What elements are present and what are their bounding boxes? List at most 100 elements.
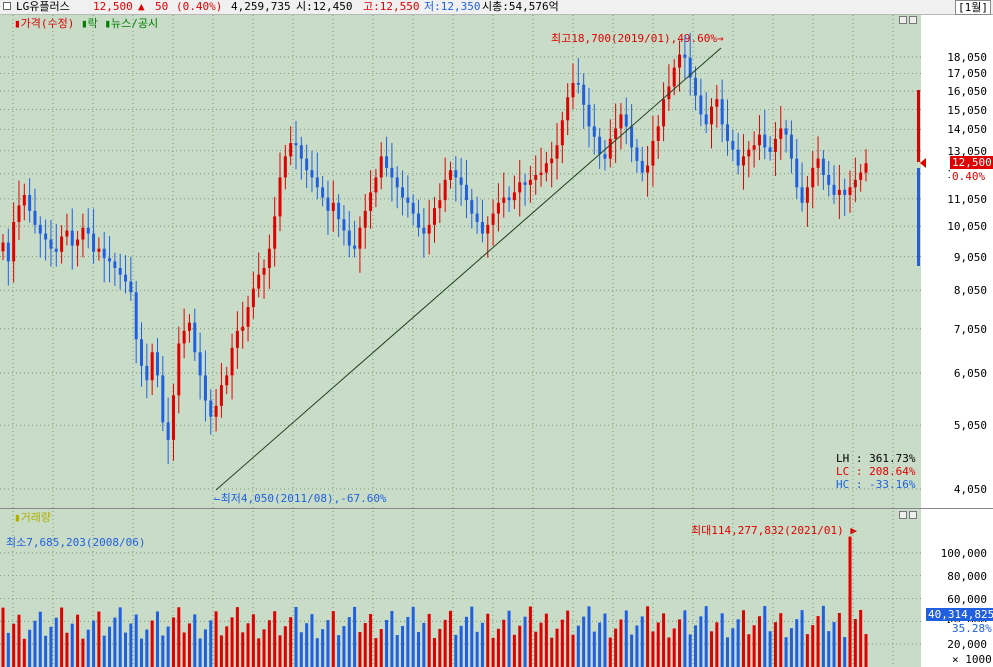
legend-price-marker: ▮ bbox=[14, 17, 21, 30]
candle-body bbox=[736, 149, 740, 166]
candle-body bbox=[49, 239, 53, 249]
market-cap: 시총:54,576억 bbox=[482, 0, 559, 13]
legend-news[interactable]: 뉴스/공시 bbox=[110, 17, 159, 30]
candle-body bbox=[278, 177, 282, 217]
volume-bar bbox=[49, 626, 53, 667]
volume-bar bbox=[523, 616, 527, 667]
volume-bar bbox=[433, 637, 436, 667]
volume-bar bbox=[171, 617, 175, 667]
volume-bar bbox=[757, 616, 761, 667]
candle-body bbox=[358, 227, 362, 249]
volume-tick-label: 100,000 bbox=[940, 546, 987, 560]
volume-bar bbox=[65, 632, 69, 667]
candle-body bbox=[12, 221, 16, 262]
candle-body bbox=[28, 194, 32, 211]
volume-bar bbox=[741, 610, 745, 667]
open-price: 시:12,450 bbox=[296, 0, 353, 13]
volume-tick-label: 40,000 bbox=[947, 616, 987, 627]
volume-bar bbox=[694, 625, 698, 667]
volume-bar bbox=[6, 632, 10, 667]
period-button[interactable]: [1월] bbox=[955, 0, 991, 15]
candle-body bbox=[699, 95, 703, 115]
price-tick-label: 9,050 bbox=[953, 250, 987, 264]
volume-bar bbox=[60, 607, 64, 667]
volume-bar bbox=[853, 619, 857, 667]
minimize-pane-icon[interactable] bbox=[899, 16, 907, 24]
trade-volume: 4,259,735 bbox=[231, 0, 291, 13]
volume-bar bbox=[417, 631, 421, 667]
volume-bar bbox=[752, 625, 756, 667]
current-pct-box: 0.40% bbox=[950, 170, 988, 183]
volume-bar bbox=[507, 610, 511, 667]
price-chart-pane[interactable] bbox=[0, 15, 921, 508]
candle-body bbox=[571, 82, 575, 98]
volume-bar bbox=[140, 638, 144, 667]
candle-body bbox=[475, 213, 479, 222]
legend-price[interactable]: 가격(수정) bbox=[20, 17, 75, 30]
candle-body bbox=[65, 230, 69, 237]
candle-body bbox=[832, 184, 836, 195]
candle-body bbox=[608, 138, 612, 159]
low-annotation: ⌙최저4,050(2011/08),-67.60% bbox=[214, 492, 387, 505]
volume-bar bbox=[145, 629, 149, 667]
candle-body bbox=[374, 177, 378, 193]
candle-body bbox=[448, 170, 452, 180]
candle-body bbox=[145, 365, 149, 381]
volume-tick-label: 60,000 bbox=[947, 592, 987, 606]
volume-bar bbox=[720, 613, 724, 667]
stock-name[interactable]: LG유플러스 bbox=[16, 0, 70, 13]
volume-bar bbox=[768, 631, 772, 667]
volume-bar bbox=[262, 629, 266, 667]
candle-body bbox=[811, 167, 815, 188]
volume-unit: × 1000 bbox=[952, 653, 992, 666]
volume-bar bbox=[353, 606, 357, 667]
volume-bar bbox=[582, 616, 586, 667]
candle-body bbox=[662, 99, 666, 127]
candle-body bbox=[656, 126, 660, 141]
candle-body bbox=[576, 82, 580, 85]
candle-body bbox=[241, 326, 245, 331]
candle-body bbox=[491, 213, 495, 225]
pane-divider[interactable] bbox=[0, 508, 993, 509]
legend-volume[interactable]: 거래량 bbox=[20, 511, 51, 524]
candle-body bbox=[582, 84, 586, 105]
legend-ex-marker: ▮ bbox=[80, 17, 88, 30]
volume-bar bbox=[283, 626, 287, 667]
candle-body bbox=[688, 57, 692, 78]
candle-body bbox=[33, 210, 37, 225]
candle-body bbox=[470, 200, 474, 214]
candle-body bbox=[171, 395, 175, 440]
candle-body bbox=[555, 145, 559, 159]
candle-body bbox=[118, 267, 122, 275]
candle-body bbox=[454, 170, 458, 178]
candle-body bbox=[1, 242, 5, 252]
candle-body bbox=[683, 54, 687, 58]
volume-bar bbox=[651, 631, 655, 667]
volume-bar bbox=[800, 610, 804, 667]
candle-body bbox=[843, 189, 847, 195]
volume-bar bbox=[587, 606, 591, 667]
volume-bar bbox=[209, 620, 213, 667]
candle-body bbox=[124, 274, 128, 282]
menu-checkbox[interactable] bbox=[3, 2, 11, 10]
candle-body bbox=[337, 202, 341, 220]
minimize-volume-pane-icon[interactable] bbox=[899, 511, 907, 519]
price-tick-label: 13,050 bbox=[947, 144, 987, 158]
volume-bar bbox=[326, 620, 330, 667]
candle-body bbox=[805, 187, 809, 203]
volume-bar bbox=[496, 628, 500, 667]
volume-bar bbox=[374, 638, 378, 667]
volume-bar bbox=[177, 607, 181, 667]
candle-body bbox=[283, 156, 287, 178]
maximize-volume-pane-icon[interactable] bbox=[909, 511, 917, 519]
volume-min-annotation: 최소7,685,203(2008/06) bbox=[6, 536, 146, 549]
maximize-pane-icon[interactable] bbox=[909, 16, 917, 24]
volume-bar bbox=[395, 635, 399, 667]
candle-body bbox=[528, 179, 532, 185]
candle-body bbox=[800, 187, 804, 203]
volume-bar bbox=[704, 606, 708, 667]
candle-body bbox=[747, 149, 751, 157]
price-tick-label: 6,050 bbox=[953, 366, 987, 380]
volume-bar bbox=[550, 637, 554, 667]
volume-bar bbox=[480, 622, 484, 667]
